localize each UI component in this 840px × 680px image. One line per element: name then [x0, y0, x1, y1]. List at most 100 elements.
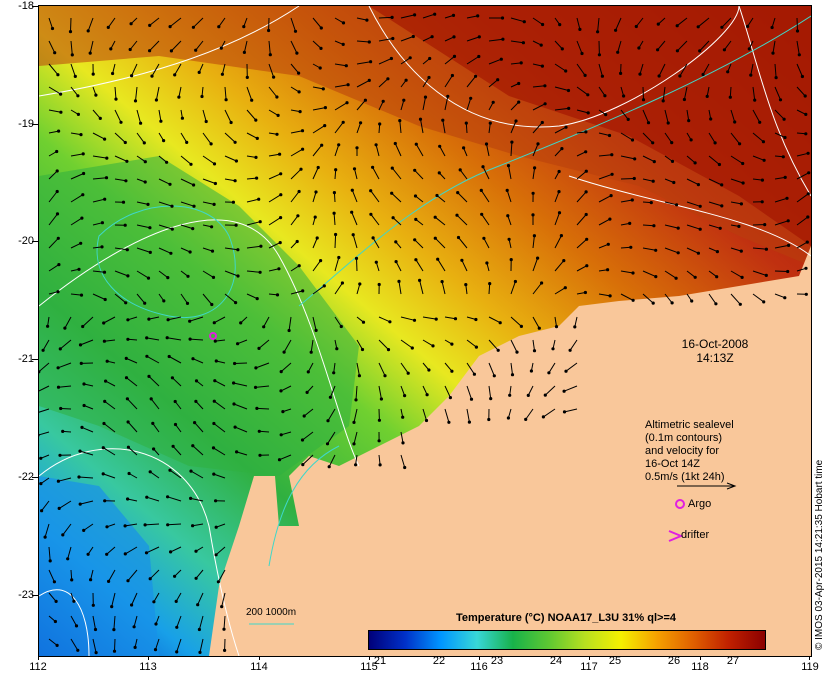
velocity-arrow-head [257, 346, 261, 350]
velocity-arrow-head [630, 138, 635, 142]
velocity-arrow [113, 615, 116, 630]
velocity-arrow [48, 264, 60, 272]
velocity-arrow [268, 217, 281, 226]
velocity-arrow [796, 216, 809, 226]
velocity-arrow [136, 293, 146, 304]
velocity-arrow [576, 63, 586, 76]
velocity-arrow [246, 198, 259, 203]
velocity-arrow-head [369, 212, 373, 216]
velocity-arrow [482, 166, 490, 180]
velocity-arrow-head [59, 92, 63, 96]
velocity-arrow-head [701, 72, 705, 77]
colorbar-tick: 26 [667, 655, 681, 667]
velocity-arrow-head [597, 53, 602, 57]
velocity-arrow [436, 195, 446, 203]
velocity-arrow [356, 258, 358, 272]
velocity-arrow-head [737, 224, 741, 228]
velocity-arrow [510, 281, 516, 295]
velocity-arrow-head [46, 324, 50, 328]
velocity-arrow [218, 17, 226, 27]
lon-label-113: 113 [139, 661, 157, 673]
velocity-arrow-head [371, 236, 375, 240]
velocity-arrow-head [389, 56, 393, 61]
velocity-arrow [444, 316, 456, 320]
velocity-arrow [554, 107, 569, 111]
velocity-arrow [44, 523, 50, 538]
velocity-arrow [92, 615, 96, 630]
velocity-arrow [290, 148, 303, 157]
velocity-arrow-head [314, 190, 318, 194]
velocity-arrow-head [57, 263, 61, 267]
velocity-arrow [312, 285, 325, 295]
lat-label-18: -18 [18, 0, 34, 12]
velocity-arrow [617, 40, 622, 53]
velocity-arrow-head [148, 250, 152, 254]
velocity-arrow-head [480, 212, 484, 216]
velocity-arrow-head [390, 15, 394, 19]
velocity-arrow [774, 244, 789, 249]
velocity-arrow [127, 421, 138, 433]
velocity-arrow [730, 247, 742, 252]
velocity-arrow-head [82, 382, 86, 386]
velocity-arrow [41, 500, 50, 512]
velocity-arrow-head [40, 509, 44, 513]
velocity-arrow [150, 398, 160, 410]
velocity-arrow-head [714, 302, 718, 306]
lat-tick [32, 595, 38, 596]
sst-map-canvas [39, 6, 811, 656]
velocity-arrow-head [148, 49, 152, 53]
velocity-arrow [442, 120, 446, 134]
velocity-arrow [444, 408, 450, 423]
velocity-arrow [466, 362, 475, 375]
velocity-arrow [480, 190, 490, 203]
velocity-arrow-head [448, 396, 452, 400]
velocity-arrow [642, 247, 656, 251]
velocity-arrow-head [488, 121, 492, 125]
velocity-arrow-head [510, 140, 514, 144]
velocity-arrow-head [86, 552, 90, 556]
velocity-arrow [730, 293, 741, 305]
velocity-arrow-head [319, 46, 323, 51]
velocity-arrow-head [148, 470, 152, 474]
velocity-arrow [774, 86, 781, 100]
velocity-arrow [149, 471, 160, 479]
velocity-arrow-head [212, 399, 216, 403]
velocity-arrow [224, 293, 236, 303]
velocity-arrow-head [500, 16, 505, 20]
velocity-arrow-head [807, 171, 811, 175]
velocity-arrow [677, 40, 688, 52]
velocity-arrow-head [355, 146, 359, 150]
velocity-arrow [127, 569, 138, 582]
velocity-arrow-head [434, 317, 438, 321]
velocity-arrow [80, 500, 94, 505]
velocity-arrow [114, 178, 126, 182]
velocity-arrow-head [341, 120, 345, 124]
velocity-arrow-head [606, 268, 610, 272]
velocity-arrow-head [413, 194, 418, 198]
velocity-arrow [221, 63, 226, 75]
velocity-arrow [439, 146, 446, 157]
velocity-arrow-head [381, 99, 385, 103]
velocity-arrow-head [341, 42, 345, 47]
velocity-arrow [180, 247, 191, 253]
velocity-arrow-head [469, 96, 473, 100]
velocity-arrow-head [146, 276, 151, 280]
velocity-arrow [372, 237, 380, 249]
velocity-arrow [246, 270, 261, 273]
velocity-arrow [133, 615, 138, 627]
velocity-arrow [280, 362, 292, 372]
velocity-arrow-head [148, 23, 152, 27]
velocity-arrow-head [212, 321, 216, 325]
velocity-arrow-head [369, 189, 373, 193]
velocity-arrow-head [255, 297, 259, 301]
velocity-arrow-head [56, 385, 61, 389]
colorbar-tick: 27 [726, 655, 740, 667]
velocity-arrow [422, 13, 435, 19]
velocity-arrow-head [543, 102, 547, 106]
time-text: 14:13Z [696, 351, 734, 365]
velocity-arrow [158, 155, 167, 163]
velocity-arrow [620, 199, 633, 203]
velocity-arrow-head [194, 399, 198, 403]
velocity-arrow-head [456, 191, 460, 195]
velocity-arrow-head [76, 112, 80, 116]
